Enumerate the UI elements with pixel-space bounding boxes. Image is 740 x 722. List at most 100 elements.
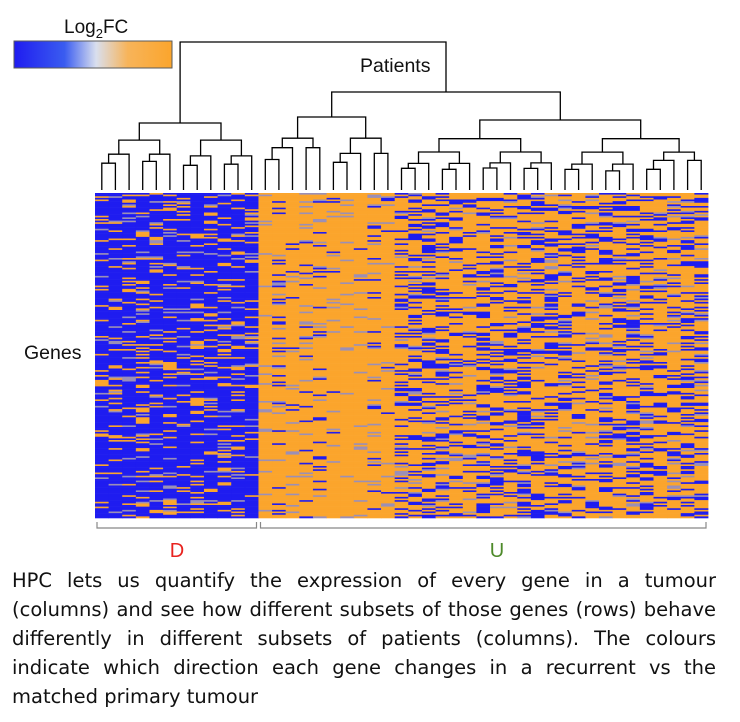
heatmap-cell (203, 318, 218, 321)
heatmap-cell (176, 340, 191, 343)
heatmap-cell (135, 496, 150, 499)
heatmap-cell (135, 228, 150, 231)
heatmap-cell (149, 230, 164, 233)
heatmap-cell (203, 215, 218, 218)
heatmap-cell (135, 201, 150, 204)
heatmap-cell (244, 498, 259, 501)
heatmap-cell (231, 353, 246, 356)
heatmap-cell (381, 310, 396, 312)
heatmap-cell (176, 249, 191, 252)
heatmap-cell (95, 249, 110, 252)
heatmap-cell (203, 433, 218, 436)
heatmap-cell (231, 210, 246, 213)
heatmap-cell (203, 214, 218, 217)
heatmap-cell (163, 336, 178, 338)
heatmap-cell (340, 222, 355, 225)
heatmap-cell (135, 456, 150, 459)
heatmap-cell (95, 365, 110, 368)
heatmap-cell (299, 204, 314, 207)
heatmap-cell (108, 511, 123, 514)
heatmap-cell (231, 360, 246, 363)
heatmap-cell (258, 467, 273, 470)
heatmap-cell (258, 279, 273, 282)
heatmap-cell (176, 306, 191, 309)
heatmap-cell (190, 368, 205, 371)
heatmap-cell (176, 440, 191, 442)
heatmap-cell (231, 373, 246, 376)
heatmap-cell (149, 254, 164, 257)
heatmap-cell (272, 329, 287, 332)
heatmap-cell (108, 227, 123, 230)
heatmap-cell (421, 222, 436, 225)
heatmap-cell (353, 259, 368, 262)
heatmap-cell (122, 308, 137, 311)
heatmap-cell (176, 314, 191, 317)
heatmap-cell (394, 300, 409, 303)
heatmap-cell (326, 321, 341, 324)
heatmap-cell (244, 412, 259, 415)
heatmap-cell (108, 446, 123, 449)
heatmap-cell (285, 378, 300, 381)
heatmap-cell (312, 214, 327, 217)
heatmap-cell (95, 197, 110, 200)
heatmap-cell (231, 501, 246, 504)
heatmap-cell (231, 405, 246, 408)
heatmap-cell (203, 303, 218, 306)
heatmap-cell (312, 435, 327, 438)
heatmap-cell (326, 233, 341, 236)
heatmap-cell (367, 318, 382, 321)
heatmap-cell (231, 422, 246, 425)
heatmap-cell (299, 479, 314, 481)
heatmap-cell (367, 259, 382, 262)
heatmap-cell (421, 246, 436, 249)
heatmap-cell (149, 438, 164, 441)
heatmap-cell (122, 272, 137, 275)
heatmap-cell (326, 407, 341, 410)
heatmap-cell (135, 404, 150, 407)
heatmap-cell (149, 511, 164, 514)
heatmap-cell (272, 248, 287, 251)
heatmap-cell (353, 397, 368, 400)
heatmap-cell (203, 329, 218, 332)
heatmap-cell (163, 241, 178, 244)
heatmap-cell (135, 371, 150, 374)
heatmap-cell (95, 264, 110, 267)
heatmap-cell (244, 440, 259, 442)
heatmap-cell (353, 440, 368, 442)
heatmap-cell (149, 293, 164, 296)
heatmap-cell (312, 391, 327, 394)
heatmap-cell (272, 222, 287, 225)
heatmap-cell (381, 293, 396, 296)
heatmap-cell (203, 288, 218, 291)
heatmap-cell (231, 474, 246, 477)
heatmap-cell (258, 282, 273, 285)
heatmap-cell (353, 271, 368, 273)
heatmap-cell (217, 516, 232, 519)
heatmap-cell (258, 316, 273, 319)
heatmap-cell (272, 259, 287, 262)
heatmap-cell (299, 379, 314, 382)
heatmap-cell (312, 485, 327, 488)
heatmap-cell (122, 334, 137, 337)
heatmap-cell (285, 505, 300, 507)
heatmap-cell (394, 422, 409, 425)
heatmap-cell (285, 384, 300, 387)
heatmap-cell (135, 280, 150, 283)
heatmap-cell (340, 370, 355, 373)
heatmap-cell (203, 363, 218, 366)
heatmap-cell (285, 376, 300, 379)
heatmap-cell (203, 469, 218, 472)
heatmap-cell (217, 256, 232, 259)
heatmap-cell (163, 373, 178, 376)
heatmap-cell (285, 461, 300, 464)
heatmap-cell (367, 204, 382, 207)
heatmap-cell (381, 414, 396, 416)
heatmap-cell (272, 300, 287, 303)
heatmap-cell (299, 347, 314, 350)
heatmap-cell (231, 238, 246, 241)
heatmap-cell (122, 360, 137, 363)
heatmap-cell (272, 301, 287, 304)
heatmap-cell (217, 368, 232, 371)
heatmap-cell (394, 516, 409, 519)
dendrogram-branch (349, 137, 382, 154)
